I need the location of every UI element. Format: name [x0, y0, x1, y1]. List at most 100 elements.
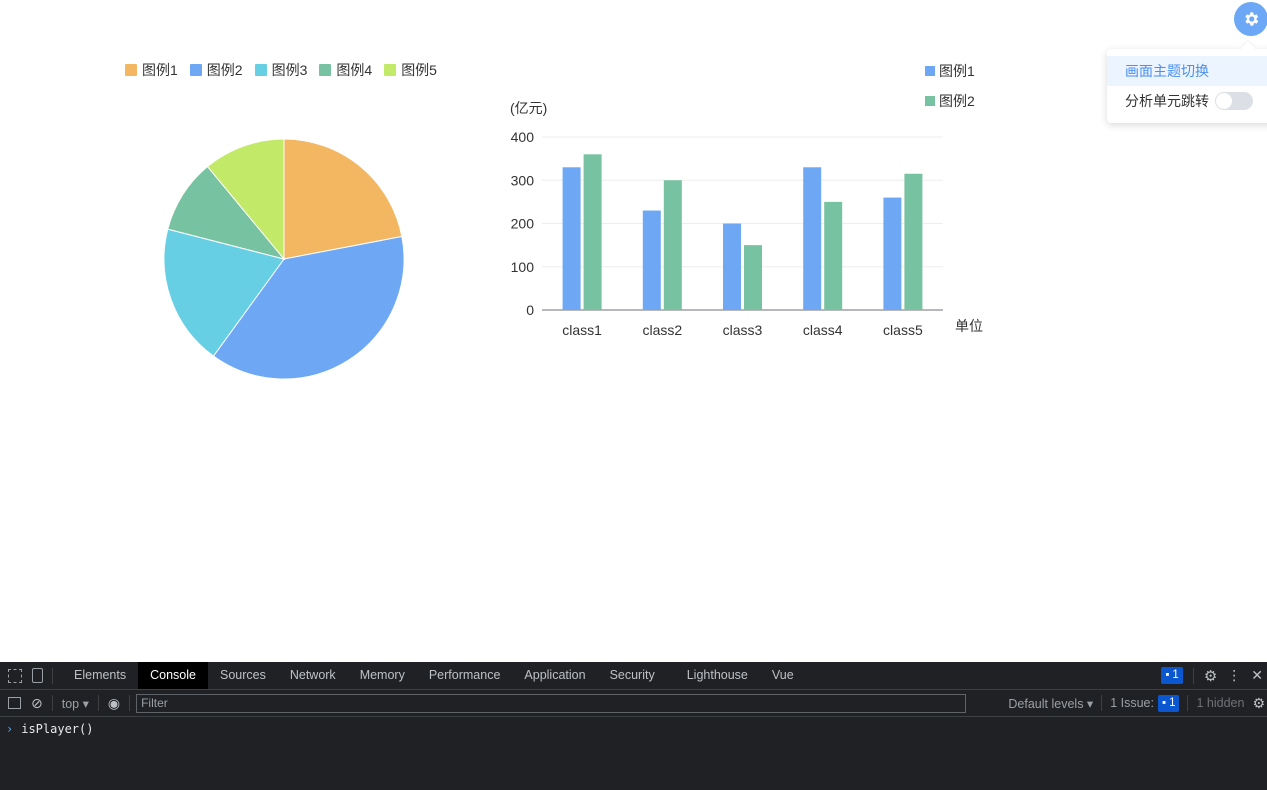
y-axis-label: (亿元) — [510, 100, 547, 116]
pie-legend: 图例1 图例2 图例3 图例4 图例5 — [125, 60, 437, 80]
divider — [1192, 667, 1194, 684]
x-tick-label: class1 — [562, 322, 602, 338]
issues-count: 1 — [1169, 696, 1176, 709]
bar-chart: (亿元) 0 100 200 300 400 class1 class2 class3 class… — [510, 63, 983, 338]
issues-badge: ▪ 1 — [1157, 694, 1180, 712]
tab-console[interactable]: Console — [138, 662, 208, 689]
divider — [129, 695, 131, 711]
y-tick-label: 100 — [511, 259, 535, 275]
messages-count: 1 — [1172, 669, 1179, 681]
bar — [883, 197, 902, 310]
tab-memory[interactable]: Memory — [359, 668, 405, 682]
legend-swatch — [319, 64, 332, 76]
pie-legend-item[interactable]: 图例3 — [254, 60, 308, 80]
x-tick-label: class5 — [883, 322, 923, 338]
settings-gear-button[interactable] — [1234, 2, 1267, 36]
console-input-line[interactable]: › isPlayer() — [0, 717, 1267, 736]
bar — [663, 180, 682, 310]
legend-swatch — [384, 64, 397, 76]
legend-swatch — [189, 64, 202, 76]
filter-placeholder: Filter — [141, 695, 168, 710]
x-axis-label: 单位 — [955, 318, 983, 334]
tab-vue[interactable]: Vue — [771, 668, 794, 682]
bar — [583, 154, 602, 310]
clear-console-icon[interactable]: ⊘ — [31, 694, 43, 711]
inspect-element-icon[interactable] — [8, 668, 22, 683]
bar — [723, 223, 741, 310]
divider — [1101, 695, 1103, 711]
device-toolbar-icon[interactable] — [32, 668, 43, 683]
tab-performance[interactable]: Performance — [428, 668, 501, 682]
pie-slice — [167, 165, 286, 260]
unit-jump-toggle[interactable] — [1215, 92, 1253, 110]
theme-switch-menu-item[interactable]: 画面主题切换 — [1107, 56, 1267, 86]
divider — [51, 695, 53, 711]
issues-label: 1 Issue: — [1110, 696, 1154, 710]
bar — [744, 245, 762, 310]
prompt-icon: › — [6, 722, 14, 736]
y-tick-label: 200 — [511, 216, 535, 232]
console-settings-icon[interactable]: ⚙ — [1252, 694, 1265, 711]
legend-label: 图例4 — [336, 62, 373, 78]
bar — [824, 201, 843, 310]
settings-panel: 画面主题切换 分析单元跳转 — [1107, 49, 1267, 123]
tab-network[interactable]: Network — [289, 668, 336, 682]
more-options-icon[interactable]: ⋮ — [1227, 667, 1242, 683]
tab-sources[interactable]: Sources — [219, 668, 266, 682]
legend-label: 图例2 — [939, 93, 975, 109]
pie-slice — [283, 138, 403, 260]
pie-slice — [212, 235, 405, 380]
tab-security[interactable]: Security — [609, 668, 655, 682]
legend-label: 图例5 — [401, 62, 437, 78]
legend-label: 图例2 — [206, 62, 243, 78]
console-toolbar-right: Default levels ▾ 1 Issue: ▪ 1 1 hidden ⚙ — [1008, 690, 1267, 716]
pie-legend-item[interactable]: 图例2 — [189, 60, 243, 80]
bar — [803, 167, 822, 310]
console-input-text: isPlayer() — [21, 722, 94, 736]
pie-legend-item[interactable]: 图例5 — [384, 60, 437, 80]
log-levels-dropdown[interactable]: Default levels ▾ — [1008, 696, 1094, 711]
pie-chart — [163, 138, 405, 380]
y-tick-label: 300 — [511, 172, 535, 188]
pie-slice — [206, 138, 285, 261]
log-levels-label: Default levels — [1008, 696, 1084, 711]
toggle-knob — [1216, 93, 1232, 109]
sidebar-toggle-icon[interactable] — [8, 697, 21, 709]
legend-label: 图例1 — [142, 62, 178, 78]
pie-legend-item[interactable]: 图例1 — [125, 60, 178, 80]
close-icon[interactable]: ✕ — [1251, 667, 1263, 683]
devtools-panel: Elements Console Sources Network Memory … — [0, 662, 1267, 790]
issues-button[interactable]: 1 Issue: ▪ 1 — [1110, 694, 1180, 712]
messages-badge[interactable]: ▪ 1 — [1161, 667, 1183, 684]
message-icon: ▪ — [1161, 696, 1167, 709]
tab-application[interactable]: Application — [524, 668, 586, 682]
settings-icon[interactable]: ⚙ — [1203, 667, 1218, 685]
legend-label: 图例3 — [271, 62, 308, 78]
devtools-tabbar: Elements Console Sources Network Memory … — [0, 662, 1267, 690]
hidden-count: 1 hidden — [1196, 696, 1245, 710]
divider — [1187, 695, 1189, 711]
context-selector[interactable]: top ▾ — [61, 696, 89, 711]
x-tick-label: class2 — [642, 322, 682, 338]
pie-slice — [163, 228, 285, 357]
filter-input[interactable]: Filter — [136, 693, 967, 713]
tab-lighthouse[interactable]: Lighthouse — [686, 668, 748, 682]
tab-elements[interactable]: Elements — [74, 668, 127, 682]
page-canvas: 图例1 图例2 图例3 图例4 图例5 (亿元) 0 100 200 300 400 cla… — [0, 0, 1267, 662]
unit-jump-menu-item: 分析单元跳转 — [1107, 86, 1267, 116]
y-tick-label: 400 — [511, 129, 535, 145]
context-label: top — [61, 696, 80, 711]
live-expression-eye-icon[interactable]: ◉ — [107, 694, 121, 711]
legend-swatch — [125, 64, 137, 76]
x-tick-label: class3 — [723, 322, 763, 338]
unit-jump-label: 分析单元跳转 — [1125, 93, 1209, 109]
bar — [642, 210, 661, 310]
legend-label: 图例1 — [939, 63, 975, 79]
pie-legend-item[interactable]: 图例4 — [319, 60, 372, 80]
divider — [52, 667, 53, 684]
bar — [904, 173, 923, 310]
divider — [97, 695, 99, 711]
devtools-tabbar-right: ▪ 1 ⚙ ⋮ ✕ — [1161, 662, 1267, 689]
legend-swatch — [925, 96, 935, 106]
y-tick-label: 0 — [526, 302, 534, 318]
